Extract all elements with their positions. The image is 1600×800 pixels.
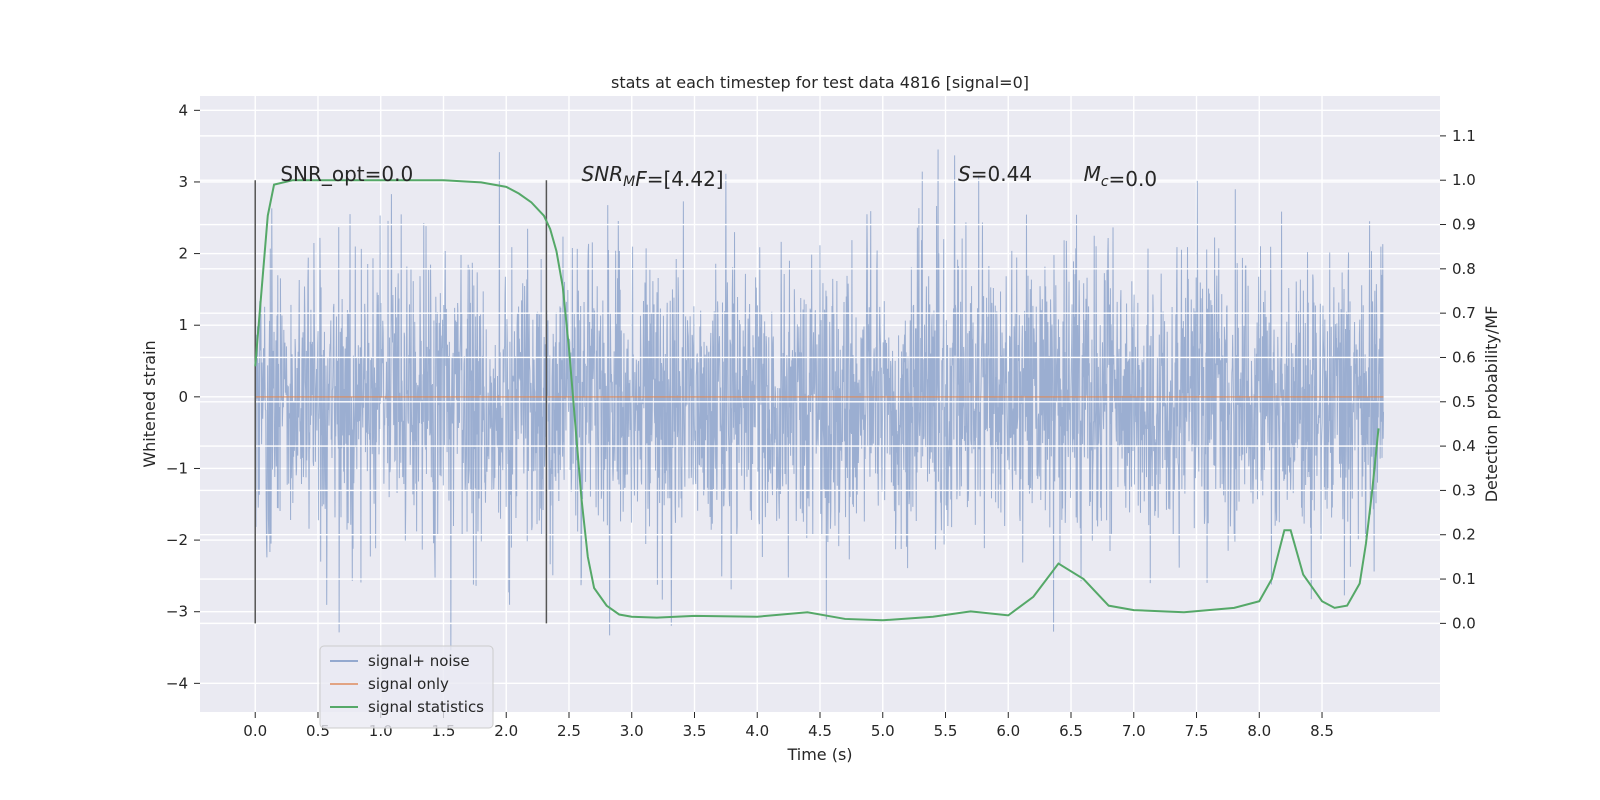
signal-statistics-line: [254, 179, 1380, 622]
y-tick-label-right: 0.8: [1452, 260, 1476, 278]
y-ticks-left: 4 3 2 1 0 −1 −2 −3 −4: [166, 101, 200, 692]
y-tick-label-right: 0.7: [1452, 304, 1476, 322]
y-tick-label-right: 0.9: [1452, 216, 1476, 234]
y-tick-label-left: 0: [178, 388, 188, 406]
legend: signal+ noise signal only signal statist…: [319, 645, 494, 729]
y-tick-label-right: 1.1: [1452, 127, 1476, 145]
y-right-axis-label: Detection probability/MF: [1482, 306, 1501, 503]
y-tick-label-left: −2: [166, 531, 188, 549]
x-tick-label: 6.0: [996, 722, 1020, 740]
noise-trace: [254, 149, 1385, 651]
x-tick-label: 2.5: [557, 722, 581, 740]
y-tick-label-left: 4: [178, 101, 188, 119]
y-tick-label-left: −1: [166, 459, 188, 477]
legend-label-noise: signal+ noise: [368, 652, 470, 670]
x-tick-label: 7.0: [1122, 722, 1146, 740]
series-signal-statistics: [254, 179, 1380, 622]
legend-label-stats: signal statistics: [368, 698, 484, 716]
x-tick-label: 4.5: [808, 722, 832, 740]
x-tick-label: 7.5: [1185, 722, 1209, 740]
annotation-text: Mc=0.0: [1084, 162, 1158, 191]
annotations: SNR_opt=0.0 SNRMF=[4.42] S=0.44 Mc=0.0: [280, 162, 1157, 191]
x-tick-label: 2.0: [494, 722, 518, 740]
x-axis-label: Time (s): [786, 745, 852, 764]
chart-title: stats at each timestep for test data 481…: [611, 73, 1029, 92]
annotation-text: S=0.44: [958, 162, 1032, 186]
y-tick-label-right: 0.5: [1452, 393, 1476, 411]
x-tick-label: 6.5: [1059, 722, 1083, 740]
y-tick-label-right: 1.0: [1452, 171, 1476, 189]
x-ticks: 0.0 0.5 1.0 1.5 2.0 2.5 3.0 3.5 4.0 4.5 5.0 5.5 6.0 6…: [243, 712, 1334, 740]
y-tick-label-right: 0.3: [1452, 481, 1476, 499]
x-tick-label: 5.5: [934, 722, 958, 740]
y-tick-label-right: 0.4: [1452, 437, 1476, 455]
y-ticks-right: 1.1 1.0 0.9 0.8 0.7 0.6 0.5 0.4 0.3 0.2 0.1 0.0: [1440, 127, 1476, 632]
x-tick-label: 3.5: [683, 722, 707, 740]
legend-label-signal: signal only: [368, 675, 449, 693]
annotation-text: SNRMF=[4.42]: [582, 162, 724, 191]
y-tick-label-left: 3: [178, 173, 188, 191]
y-tick-label-left: −3: [166, 603, 188, 621]
x-tick-label: 8.5: [1310, 722, 1334, 740]
series-signal-noise: [254, 149, 1385, 651]
y-tick-label-right: 0.0: [1452, 614, 1476, 632]
y-tick-label-left: 2: [178, 245, 188, 263]
y-axis-label: Whitened strain: [140, 340, 159, 467]
annotation-text: SNR_opt=0.0: [280, 162, 413, 186]
vertical-lines: [254, 180, 548, 624]
y-tick-label-right: 0.1: [1452, 570, 1476, 588]
x-tick-label: 3.0: [620, 722, 644, 740]
y-tick-label-right: 0.6: [1452, 348, 1476, 366]
legend-box: [319, 645, 494, 729]
y-tick-label-right: 0.2: [1452, 526, 1476, 544]
x-tick-label: 4.0: [745, 722, 769, 740]
y-tick-label-left: 1: [178, 316, 188, 334]
x-tick-label: 8.0: [1247, 722, 1271, 740]
x-tick-label: 0.0: [243, 722, 267, 740]
y-tick-label-left: −4: [166, 674, 188, 692]
x-tick-label: 5.0: [871, 722, 895, 740]
